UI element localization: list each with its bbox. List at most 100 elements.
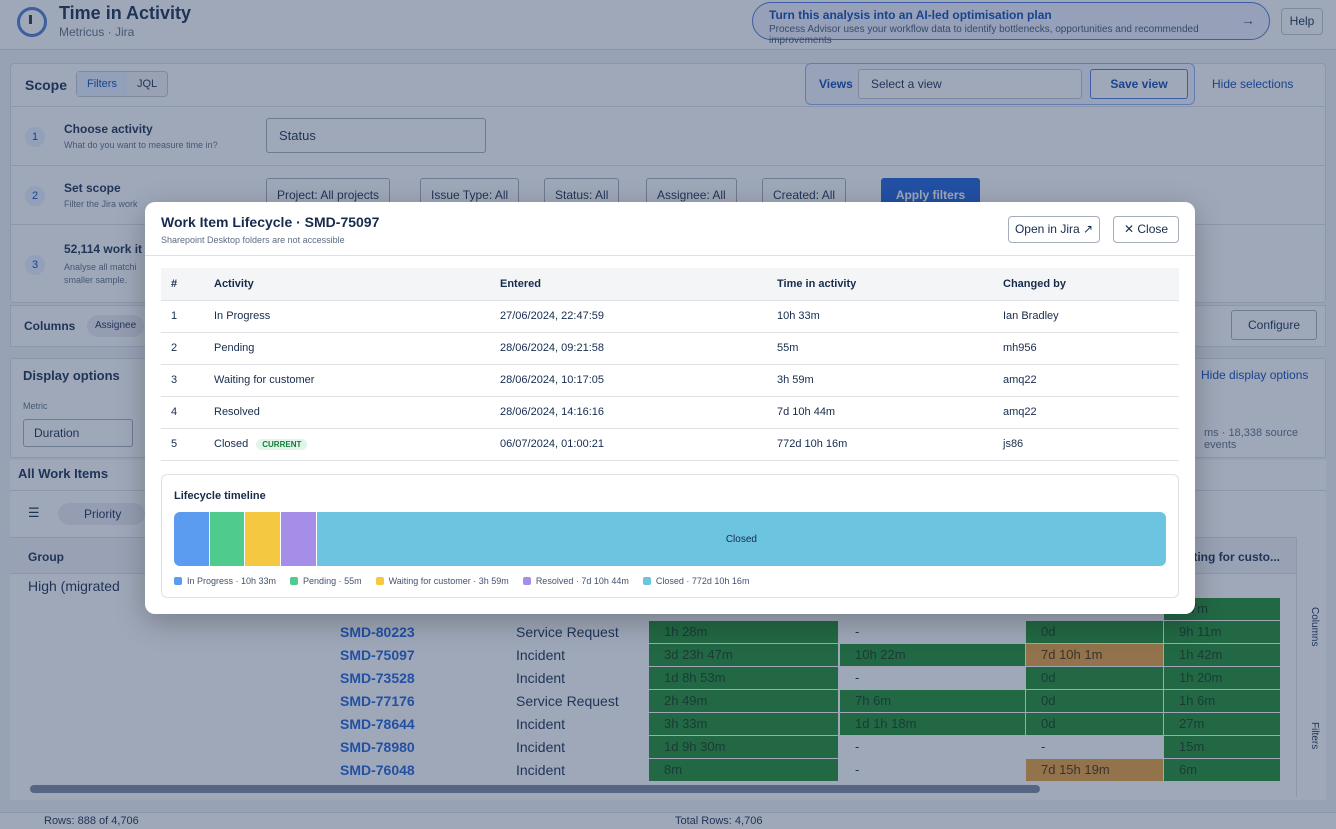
metric-select[interactable]: Duration [23, 419, 133, 447]
table-cell: 8m [649, 759, 838, 781]
timeline-segment[interactable] [174, 512, 210, 566]
views-box: Views Select a view Save view [805, 63, 1195, 105]
work-item-key[interactable]: SMD-78644 [340, 716, 415, 732]
activity-name: Pending [214, 342, 255, 354]
display-options-label: Display options [23, 368, 120, 383]
row-number: 5 [161, 428, 204, 461]
step-number: 3 [25, 255, 45, 275]
hide-selections-link[interactable]: Hide selections [1212, 77, 1294, 91]
time-cell: 3h 59m [767, 364, 993, 397]
column-chip-assignee[interactable]: Assignee [87, 315, 145, 337]
activity-name: Resolved [214, 406, 260, 418]
row-number: 4 [161, 396, 204, 429]
table-cell: 3h 33m [649, 713, 838, 735]
table-header-row: # Activity Entered Time in activity Chan… [161, 268, 1179, 301]
timeline-segment[interactable] [245, 512, 282, 566]
activity-select[interactable]: Status [266, 118, 486, 153]
tab-filters[interactable]: Filters [77, 72, 127, 96]
work-item-key[interactable]: SMD-75097 [340, 647, 415, 663]
time-cell: 10h 33m [767, 300, 993, 333]
work-item-key[interactable]: SMD-78980 [340, 739, 415, 755]
table-row: 3 Waiting for customer 28/06/2024, 10:17:0… [161, 364, 1179, 397]
time-cell: 7d 10h 44m [767, 396, 993, 429]
row-number: 2 [161, 332, 204, 365]
views-label: Views [819, 77, 853, 91]
issue-type: Incident [516, 716, 566, 732]
row-number: 1 [161, 300, 204, 333]
close-button[interactable]: ✕ Close [1113, 216, 1179, 243]
work-item-key[interactable]: SMD-73528 [340, 670, 415, 686]
changed-by-cell: amq22 [993, 364, 1179, 397]
work-item-key[interactable]: SMD-80223 [340, 624, 415, 640]
hide-display-options-link[interactable]: Hide display options [1201, 368, 1309, 382]
work-item-key[interactable]: SMD-77176 [340, 693, 415, 709]
column-header-waiting[interactable]: iting for custo... [1190, 550, 1280, 564]
issue-type: Incident [516, 647, 566, 663]
table-row[interactable]: SMD-76048 Incident 8m - 7d 15h 19m 6m [10, 759, 1280, 782]
legend-item: In Progress · 10h 33m [174, 576, 276, 586]
arrow-right-icon: → [1241, 12, 1255, 28]
rows-count: Rows: 888 of 4,706 [44, 815, 139, 827]
legend-label: Waiting for customer · 3h 59m [388, 576, 509, 586]
ai-plan-banner[interactable]: Turn this analysis into an AI-led optimi… [752, 2, 1270, 46]
activity-cell: Closed CURRENT [204, 428, 490, 461]
table-row[interactable]: SMD-78980 Incident 1d 9h 30m - - 15m [10, 736, 1280, 759]
group-row-high[interactable]: High (migrated [28, 578, 120, 594]
row-number: 3 [161, 364, 204, 397]
entered-cell: 06/07/2024, 01:00:21 [490, 428, 767, 461]
legend-swatch [375, 577, 384, 585]
timeline-title: Lifecycle timeline [174, 490, 266, 502]
table-row: 5 Closed CURRENT 06/07/2024, 01:00:21 772d 1… [161, 428, 1179, 461]
table-row: 4 Resolved 28/06/2024, 14:16:16 7d 10h 44m a… [161, 396, 1179, 429]
timeline-bar: Closed [174, 512, 1166, 566]
table-cell: 1d 9h 30m [649, 736, 838, 758]
legend-item: Closed · 772d 10h 16m [642, 576, 749, 586]
save-view-button[interactable]: Save view [1090, 69, 1188, 99]
step-desc: Analyse all matchi [64, 262, 137, 272]
step-number: 1 [25, 127, 45, 147]
column-header-group[interactable]: Group [28, 550, 64, 564]
table-row[interactable]: SMD-80223 Service Request 1h 28m - 0d 9h 11m [10, 621, 1280, 644]
tab-jql[interactable]: JQL [136, 78, 158, 90]
step-title: Choose activity [64, 122, 153, 136]
legend-label: In Progress · 10h 33m [187, 576, 277, 586]
total-rows: Total Rows: 4,706 [675, 815, 763, 827]
horizontal-scrollbar[interactable] [30, 785, 1040, 793]
open-in-jira-button[interactable]: Open in Jira ↗ [1008, 216, 1100, 243]
timeline-segment[interactable]: Closed [316, 512, 1166, 566]
views-select[interactable]: Select a view [858, 69, 1082, 99]
table-row[interactable]: SMD-77176 Service Request 2h 49m 7h 6m 0d 1h … [10, 690, 1280, 713]
grid-title: All Work Items [18, 466, 109, 481]
table-row[interactable]: SMD-78644 Incident 3h 33m 1d 1h 18m 0d 27m [10, 713, 1280, 736]
table-cell: 7d 15h 19m [1026, 759, 1163, 781]
step-title: 52,114 work it [64, 242, 143, 256]
group-chip-priority[interactable]: Priority [58, 503, 146, 525]
step-desc: Filter the Jira work [64, 199, 138, 209]
issue-type: Service Request [516, 624, 619, 640]
table-cell: 10h 22m [840, 644, 1025, 666]
legend-swatch [522, 577, 531, 585]
modal-title: Work Item Lifecycle · SMD-75097 [161, 214, 380, 230]
group-by-icon[interactable]: ☰ [28, 505, 40, 520]
timeline-segment[interactable] [209, 512, 246, 566]
table-row: 2 Pending 28/06/2024, 09:21:58 55m mh956 [161, 332, 1179, 365]
table-cell: 1d 8h 53m [649, 667, 838, 689]
timeline-legend: In Progress · 10h 33m Pending · 55m Waitin… [174, 576, 763, 586]
table-row[interactable]: SMD-73528 Incident 1d 8h 53m - 0d 1h 20m [10, 667, 1280, 690]
current-badge: CURRENT [256, 438, 308, 450]
legend-swatch [290, 577, 299, 585]
table-row[interactable]: SMD-75097 Incident 3d 23h 47m 10h 22m 7d 10h… [10, 644, 1280, 667]
step-desc-2: smaller sample. [64, 275, 128, 285]
help-button[interactable]: Help [1281, 8, 1323, 35]
side-columns-tab[interactable]: Columns [1309, 607, 1320, 647]
activity-name: In Progress [214, 310, 271, 322]
source-events-note: ms · 18,338 source events [1204, 427, 1299, 451]
legend-item: Waiting for customer · 3h 59m [375, 576, 509, 586]
issue-type: Incident [516, 739, 566, 755]
column-header: # [161, 268, 204, 301]
timeline-segment[interactable] [281, 512, 317, 566]
table-cell: 27m [1164, 713, 1280, 735]
work-item-key[interactable]: SMD-76048 [340, 762, 415, 778]
configure-button[interactable]: Configure [1231, 310, 1317, 340]
side-filters-tab[interactable]: Filters [1309, 722, 1320, 750]
